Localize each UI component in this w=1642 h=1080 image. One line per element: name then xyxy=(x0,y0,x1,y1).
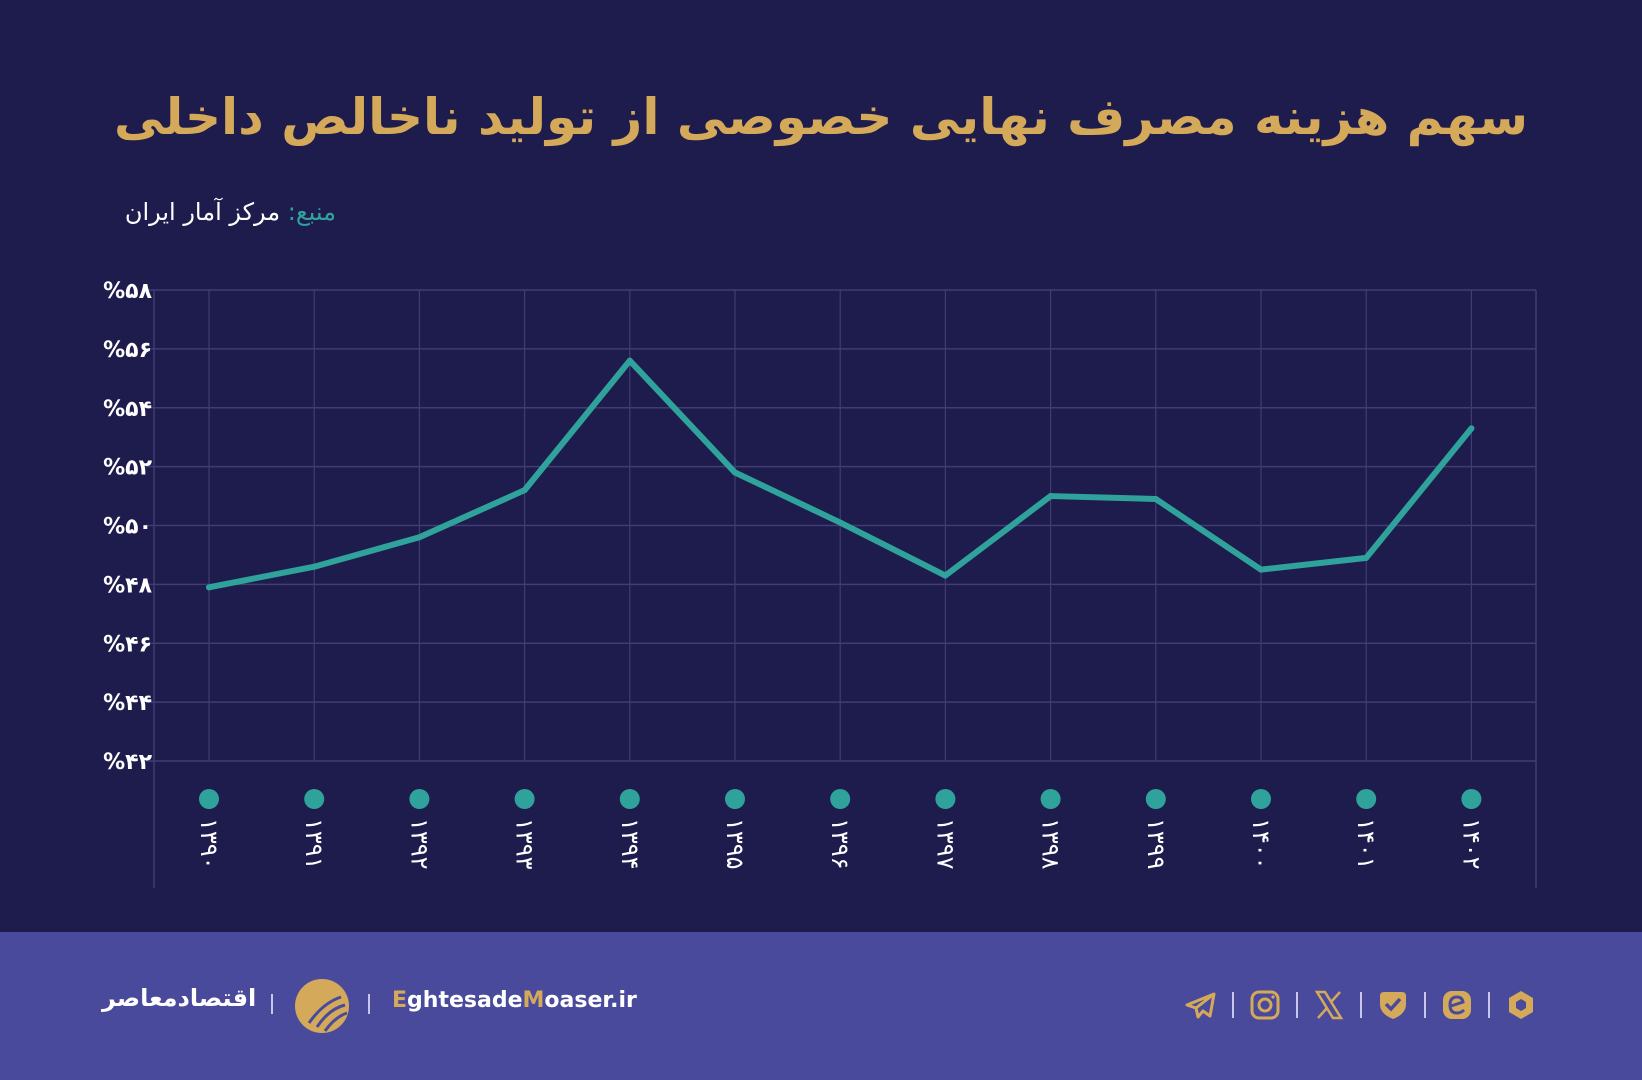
check-heart-icon[interactable] xyxy=(1376,988,1410,1022)
data-point xyxy=(942,572,949,579)
data-point xyxy=(311,563,318,570)
x-tick-label: ۱۳۹۱ xyxy=(300,818,328,870)
data-point xyxy=(626,357,633,364)
e-icon[interactable] xyxy=(1440,988,1474,1022)
divider xyxy=(368,994,370,1014)
divider xyxy=(1360,992,1362,1018)
y-tick-label: %۵۰ xyxy=(103,515,152,540)
data-point xyxy=(732,469,738,476)
divider xyxy=(1424,992,1426,1018)
y-tick-label: %۴۲ xyxy=(103,750,152,775)
y-tick-label: %۴۶ xyxy=(103,632,152,657)
instagram-icon[interactable] xyxy=(1248,988,1282,1022)
y-tick-label: %۴۸ xyxy=(103,573,152,598)
data-point xyxy=(1047,493,1054,500)
x-tick-dot xyxy=(514,789,535,809)
data-point xyxy=(1152,496,1159,503)
x-tick-dot xyxy=(935,789,956,809)
source-value: مرکز آمار ایران xyxy=(124,198,281,226)
y-tick-label: %۵۲ xyxy=(103,456,152,481)
x-tick-label: ۱۴۰۱ xyxy=(1352,818,1380,870)
x-tick-label: ۱۳۹۷ xyxy=(931,818,959,870)
x-tick-dot xyxy=(304,789,325,809)
data-point xyxy=(206,584,212,591)
divider xyxy=(1488,992,1490,1018)
x-tick-dot xyxy=(1461,789,1482,809)
x-tick-label: ۱۳۹۲ xyxy=(405,818,433,870)
y-tick-label: %۵۸ xyxy=(103,279,152,304)
data-point xyxy=(1363,554,1370,561)
divider xyxy=(271,994,273,1014)
x-tick-label: ۱۳۹۰ xyxy=(195,818,223,870)
data-point xyxy=(1258,566,1264,573)
data-point xyxy=(1468,425,1475,432)
source: منبع: مرکز آمار ایران xyxy=(104,198,336,226)
website-link[interactable]: EghtesadeMoaser.ir xyxy=(392,988,637,1013)
line-chart: %۴۲ %۴۴ %۴۶ %۴۸ %۵۰ %۵۲ %۵۴ %۵۶ %۵۸ ۱۳۹۰ ۱۳۹۱ ۱۳۹۲ ۱… xyxy=(103,279,1537,888)
x-tick-dot xyxy=(619,789,640,809)
x-tick-dot xyxy=(1251,789,1271,809)
footer: اقتصادمعاصر EghtesadeMoaser.ir xyxy=(0,932,1642,1080)
y-tick-label: %۵۴ xyxy=(103,397,152,422)
chart-title: سهم هزینه مصرف نهایی خصوصی از تولید ناخا… xyxy=(113,88,1529,146)
x-tick-dot xyxy=(199,789,219,809)
x-tick-label: ۱۳۹۸ xyxy=(1037,818,1065,870)
x-tick-dot xyxy=(409,789,430,809)
x-tick-label: ۱۳۹۳ xyxy=(511,818,539,870)
y-tick-label: %۵۶ xyxy=(103,338,152,363)
brand-name: اقتصادمعاصر xyxy=(102,984,257,1012)
x-tick-dot xyxy=(830,789,851,809)
data-point xyxy=(837,519,844,526)
x-tick-label: ۱۳۹۶ xyxy=(826,818,854,870)
x-tick-dot xyxy=(1356,789,1377,809)
x-tick-label: ۱۴۰۰ xyxy=(1247,818,1275,870)
y-tick-label: %۴۴ xyxy=(103,691,152,716)
hexagon-icon[interactable] xyxy=(1504,988,1538,1022)
x-tick-dot xyxy=(725,789,745,809)
data-point xyxy=(416,534,423,541)
x-tick-dot xyxy=(1040,789,1061,809)
logo-icon xyxy=(295,979,349,1033)
source-label: منبع: xyxy=(287,198,336,226)
telegram-icon[interactable] xyxy=(1184,988,1218,1022)
divider xyxy=(1296,992,1298,1018)
x-tick-label: ۱۳۹۴ xyxy=(616,818,644,870)
x-tick-dot xyxy=(1145,789,1166,809)
divider xyxy=(1232,992,1234,1018)
data-point xyxy=(521,487,528,494)
x-tick-label: ۱۳۹۹ xyxy=(1142,818,1170,870)
x-tick-label: ۱۴۰۲ xyxy=(1457,818,1485,870)
x-tick-label: ۱۳۹۵ xyxy=(721,818,749,870)
x-icon[interactable] xyxy=(1312,988,1346,1022)
